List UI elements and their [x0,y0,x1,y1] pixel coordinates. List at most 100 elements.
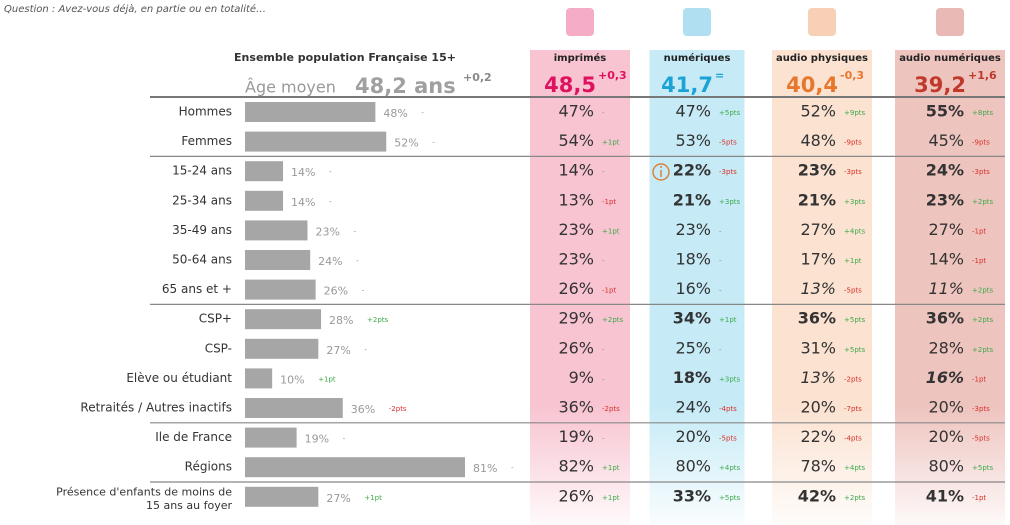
cell-value: 19% [558,427,594,446]
column-icon [566,8,594,36]
share-label: 36% [351,403,375,416]
cell-value: 53% [675,131,711,150]
row-label: 35-49 ans [172,223,232,237]
share-delta: - [421,109,424,117]
cell-delta: -1pt [972,375,986,383]
cell-delta: +2pts [972,198,994,206]
share-delta: - [364,346,367,354]
cell-value: 47% [558,102,594,121]
share-delta: +1pt [318,375,336,383]
cell-value: 26% [558,279,594,298]
cell-delta: +9pts [844,109,866,117]
row-label-line: Présence d'enfants de moins de [56,485,232,498]
cell-delta: +3pts [719,375,741,383]
cell-value: 36% [926,309,964,328]
age-value: 48,2 ans [355,74,456,98]
cell-value: 27% [800,220,836,239]
cell-value: 41% [926,486,964,505]
cell-value: 14% [928,250,964,269]
cell-delta: +8pts [972,109,994,117]
cell-delta: -2pts [844,375,862,383]
share-bar [245,102,375,122]
cell-value: 13% [558,190,594,209]
cell-delta: +2pts [972,287,994,295]
cell-value: 23% [675,220,711,239]
share-label: 27% [326,492,350,505]
cell-delta: +5pts [719,109,741,117]
cell-value: 16% [926,368,964,387]
cell-value: 47% [675,102,711,121]
row-label: Régions [185,460,232,474]
share-label: 14% [291,166,315,179]
cell-value: 22% [800,427,836,446]
share-bar [245,191,283,211]
row-label: Femmes [181,134,232,148]
question: Question : Avez-vous déjà, en partie ou … [4,3,266,15]
cell-value: 45% [928,131,964,150]
cell-value: 54% [558,131,594,150]
cell-delta: -1pt [602,287,616,295]
row-label: 50-64 ans [172,253,232,267]
cell-value: 25% [675,338,711,357]
row-label: CSP- [205,341,232,355]
cell-delta: +2pts [602,316,624,324]
cell-value: 26% [558,486,594,505]
cell-value: 24% [675,398,711,417]
share-delta: - [362,287,365,295]
cell-delta: -1pt [972,494,986,502]
column-headline-delta: -0,3 [840,69,864,82]
cell-value: 42% [798,486,836,505]
cell-value: 80% [675,457,711,476]
column-headline-delta: +0,3 [598,69,627,82]
row-label: 15-24 ans [172,164,232,178]
share-delta: - [329,198,332,206]
cell-delta: +4pts [844,464,866,472]
share-label: 52% [394,137,418,150]
cell-delta: +2pts [972,346,994,354]
cell-value: 34% [673,309,711,328]
column-label: audio numériques [899,52,1001,64]
share-label: 19% [305,433,329,446]
share-bar [245,339,318,359]
cell-delta: -5pts [719,139,737,147]
column-icon [936,8,964,36]
cell-value: 22% [673,161,711,180]
cell-value: 11% [928,279,964,298]
cell-delta: +1pt [602,227,620,235]
share-delta: +1pt [364,494,382,502]
age-delta: +0,2 [463,71,492,84]
share-label: 48% [383,107,407,120]
share-label: 23% [315,225,339,238]
cell-value: 78% [800,457,836,476]
cell-delta: -5pts [719,435,737,443]
share-bar [245,220,307,240]
column-label: numériques [664,52,731,64]
share-label: 28% [329,314,353,327]
cell-value: 14% [558,161,594,180]
row-label: Hommes [179,105,232,119]
cell-delta: +2pts [844,494,866,502]
column-headline: 41,7 [661,73,713,97]
cell-delta: +4pts [844,227,866,235]
row-label: CSP+ [199,312,232,326]
cell-value: 21% [673,190,711,209]
row-label: Retraités / Autres inactifs [80,401,232,415]
share-bar [245,398,343,418]
share-delta: - [343,435,346,443]
cell-value: 33% [673,486,711,505]
page: Question : Avez-vous déjà, en partie ou … [0,0,1010,525]
cell-delta: +1pt [719,316,737,324]
cell-delta: +1pt [602,494,620,502]
cell-value: 36% [798,309,836,328]
cell-value: 20% [800,398,836,417]
column-label: audio physiques [776,53,868,64]
cell-value: 9% [569,368,594,387]
cell-delta: -9pts [972,139,990,147]
share-bar [245,309,321,329]
cell-delta: -3pts [719,168,737,176]
share-label: 27% [326,344,350,357]
column-headline-delta: +1,6 [968,69,997,82]
cell-delta: -5pts [972,435,990,443]
share-bar [245,161,283,181]
share-bar [245,280,316,300]
